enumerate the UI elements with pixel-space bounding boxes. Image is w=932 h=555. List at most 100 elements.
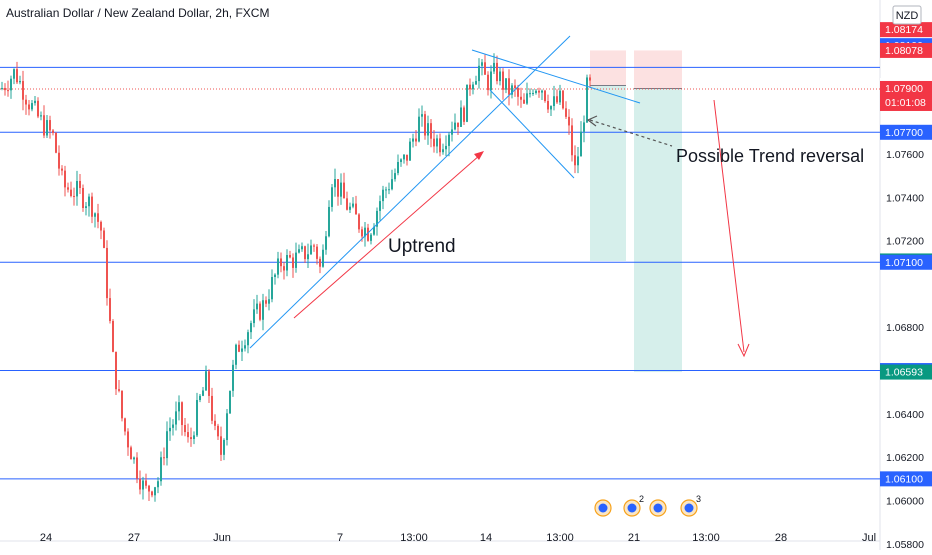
candle-body [394, 173, 396, 180]
y-tick-label: 1.07400 [886, 192, 924, 204]
globe-event-icon-inner [653, 503, 663, 513]
price-label: 1.07700 [885, 127, 923, 139]
candle-body [64, 170, 66, 188]
candle-body [49, 120, 51, 131]
candle-body [88, 196, 90, 207]
candle-body [367, 227, 369, 241]
candle-body [118, 389, 120, 391]
candle-body [544, 90, 546, 102]
candle-body [268, 299, 270, 304]
candle-body [178, 402, 180, 412]
candle-body [523, 99, 525, 104]
candle-body [157, 481, 159, 488]
candle-body [259, 303, 261, 320]
candle-body [1, 87, 3, 89]
candle-body [349, 206, 351, 210]
price-label-bg [880, 364, 932, 380]
candle-body [190, 437, 192, 440]
candle-body [520, 96, 522, 100]
candle-body [529, 93, 531, 95]
price-label: 1.07900 [885, 83, 923, 95]
candle-body [220, 436, 222, 455]
y-tick-label: 1.06800 [886, 322, 924, 334]
candle-body [46, 120, 48, 136]
x-tick-label: 13:00 [546, 532, 574, 544]
candle-body [436, 138, 438, 147]
candle-body [325, 236, 327, 250]
candle-body [562, 90, 564, 109]
candle-body [82, 187, 84, 208]
candle-body [70, 189, 72, 196]
candle-body [451, 129, 453, 135]
candle-body [496, 62, 498, 82]
candle-body [121, 390, 123, 419]
candle-body [385, 189, 387, 191]
candle-body [439, 138, 441, 153]
candle-body [283, 266, 285, 271]
candle-body [442, 149, 444, 153]
candle-body [262, 300, 264, 320]
candle-body [532, 93, 534, 95]
candle-body [409, 141, 411, 161]
candle-body [160, 457, 162, 482]
candle-body [499, 71, 501, 82]
wedge-lower-line[interactable] [489, 89, 575, 179]
candle-body [547, 101, 549, 110]
candle-body [541, 90, 543, 93]
x-tick-label: 7 [337, 532, 343, 544]
candle-body [463, 107, 465, 122]
candle-body [280, 258, 282, 267]
reversal-label: Possible Trend reversal [676, 146, 864, 166]
candle-body [40, 115, 42, 117]
candle-body [187, 432, 189, 438]
countdown-label: 01:01:08 [885, 97, 926, 109]
candle-body [166, 431, 168, 459]
candle-body [370, 234, 372, 241]
candle-body [85, 206, 87, 208]
candle-body [577, 156, 579, 166]
candle-body [415, 138, 417, 142]
candle-body [352, 203, 354, 207]
candle-body [151, 491, 153, 496]
candle-body [94, 213, 96, 217]
candle-body [247, 332, 249, 346]
currency-badge-label: NZD [896, 10, 919, 22]
x-tick-label: 28 [775, 532, 787, 544]
candle-body [448, 134, 450, 146]
candle-body [7, 90, 9, 92]
candle-body [397, 162, 399, 174]
candle-body [124, 418, 126, 432]
candle-body [226, 413, 228, 441]
candle-body [307, 254, 309, 260]
candle-body [112, 320, 114, 352]
take-profit-zone [590, 85, 626, 261]
candle-body [205, 371, 207, 391]
y-tick-label: 1.07600 [886, 149, 924, 161]
currency-badge[interactable] [892, 5, 922, 25]
candle-body [241, 348, 243, 352]
y-tick-label: 1.06000 [886, 496, 924, 508]
candle-body [199, 395, 201, 401]
candle-body [139, 478, 141, 490]
candle-body [235, 344, 237, 365]
candle-body [319, 258, 321, 267]
candle-body [466, 84, 468, 122]
candle-body [97, 213, 99, 222]
wedge-upper-line[interactable] [471, 49, 641, 104]
candle-body [475, 81, 477, 85]
candle-body [508, 78, 510, 95]
y-tick-label: 1.06400 [886, 409, 924, 421]
price-label: 1.07100 [885, 257, 923, 269]
candle-body [406, 154, 408, 161]
candle-body [127, 431, 129, 448]
globe-event-icon-inner [684, 503, 694, 513]
candle-body [301, 246, 303, 250]
candle-body [316, 246, 318, 259]
candle-body [493, 62, 495, 72]
uptrend-support-line[interactable] [249, 35, 571, 349]
candle-body [55, 132, 57, 153]
candle-body [208, 371, 210, 396]
price-label: 1.08174 [885, 24, 923, 36]
